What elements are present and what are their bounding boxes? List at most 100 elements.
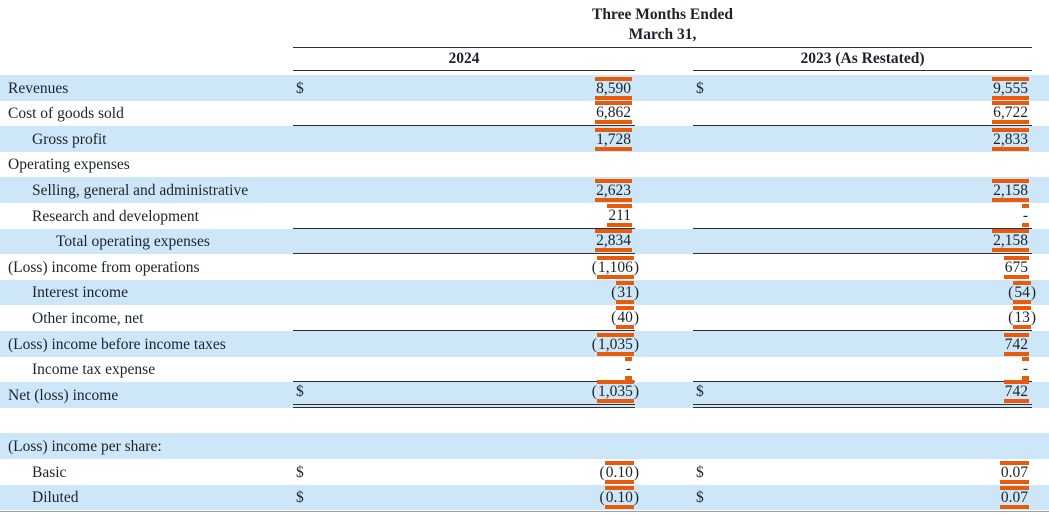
change-highlight-mark: 211: [608, 206, 631, 224]
amount-cell-2023: 6,722: [693, 101, 1032, 127]
change-highlight-mark: 2,833: [993, 130, 1028, 148]
amount-value: 0.07: [1000, 464, 1029, 481]
currency-symbol: $: [296, 489, 304, 507]
amount-cell-2024: 211: [293, 203, 635, 229]
row-label: Revenues: [8, 79, 69, 97]
row-label: (Loss) income per share:: [8, 437, 162, 455]
amount-cell-2024: 2,834: [293, 229, 635, 255]
amount-value: (1,035): [591, 382, 639, 400]
amount-value: 6,862: [595, 104, 632, 121]
amount-cell-2023: 742: [693, 331, 1032, 357]
column-header-2023: 2023 (As Restated): [693, 48, 1032, 71]
change-highlight-mark: 0.10: [605, 489, 633, 507]
change-highlight-mark: 1,106: [597, 258, 633, 276]
amount-value: (13): [1008, 308, 1036, 326]
row-label: Basic: [32, 463, 67, 481]
table-row: Revenues $8,590 $9,555: [0, 75, 1049, 101]
table-row: Total operating expenses 2,834 2,158: [0, 228, 1049, 255]
change-highlight-mark: 2,623: [596, 181, 631, 199]
amount-cell-2024: 6,862: [293, 101, 635, 127]
amount-cell-2024: $ (0.10): [293, 485, 639, 511]
change-highlight-mark: -: [1022, 360, 1028, 378]
right-margin: [1032, 101, 1049, 127]
amount-value: (31): [611, 284, 639, 302]
right-margin: [1032, 459, 1049, 485]
amount-value: 742: [1004, 383, 1029, 400]
amount-cell-2023: 2,158: [693, 229, 1032, 255]
row-label: Other income, net: [32, 309, 144, 327]
table-row: Basic $ (0.10) $0.07: [0, 459, 1049, 485]
spacer-row: [0, 408, 1049, 434]
table-row: Diluted $ (0.10) $0.07: [0, 484, 1049, 511]
change-highlight-mark: 742: [1004, 382, 1028, 400]
table-row: (Loss) income per share:: [0, 433, 1049, 459]
table-row: Other income, net (40) (13): [0, 305, 1049, 331]
column-gap: [635, 48, 693, 71]
amount-value: 2,834: [595, 232, 632, 249]
amount-cell-2023: [693, 433, 1032, 459]
row-label: Interest income: [32, 284, 128, 302]
table-row: Cost of goods sold 6,862 6,722: [0, 101, 1049, 127]
table-row: Income tax expense - -: [0, 357, 1049, 383]
change-highlight-mark: 742: [1004, 335, 1028, 353]
table-row: (Loss) income from operations (1,106) 675: [0, 254, 1049, 280]
currency-symbol: $: [696, 463, 704, 481]
row-label: Net (loss) income: [8, 386, 119, 404]
change-highlight-mark: 6,722: [993, 104, 1028, 122]
currency-symbol: $: [296, 463, 304, 481]
currency-symbol: $: [296, 382, 304, 400]
row-label: Diluted: [32, 489, 79, 507]
table-row: Gross profit 1,728 2,833: [0, 126, 1049, 152]
right-margin: [1032, 254, 1049, 280]
column-gap: [635, 382, 693, 408]
amount-cell-2023: $0.07: [693, 485, 1032, 511]
right-margin: [1032, 382, 1049, 408]
right-margin: [1032, 126, 1049, 152]
amount-cell-2023: -: [693, 203, 1032, 229]
amount-value: (0.10): [599, 489, 639, 507]
change-highlight-mark: -: [625, 360, 631, 378]
amount-cell-2024: $ (1,035): [293, 382, 639, 408]
column-gap: [635, 459, 693, 485]
column-header-spacer: [0, 48, 293, 71]
amount-value: 1,728: [595, 131, 632, 148]
column-gap: [635, 485, 693, 511]
amount-cell-2023: (13): [693, 305, 1036, 331]
change-highlight-mark: 13: [1014, 308, 1030, 326]
right-margin: [1032, 331, 1049, 357]
amount-value: (1,106): [591, 258, 639, 276]
table-row: (Loss) income before income taxes (1,035)…: [0, 330, 1049, 357]
right-margin: [1032, 177, 1049, 203]
right-margin: [1032, 203, 1049, 229]
amount-cell-2023: 2,833: [693, 126, 1032, 152]
amount-value: -: [625, 360, 632, 377]
table-row: Net (loss) income $ (1,035) $742: [0, 382, 1049, 408]
right-margin: [1032, 229, 1049, 255]
column-gap: [635, 331, 693, 357]
amount-value: 2,833: [992, 131, 1029, 148]
change-highlight-mark: 2,158: [993, 232, 1028, 250]
amount-cell-2023: $9,555: [693, 75, 1032, 101]
amount-cell-2024: (1,035): [293, 331, 639, 357]
right-margin: [1032, 305, 1049, 331]
amount-cell-2024: 2,623: [293, 177, 635, 203]
column-gap: [635, 357, 693, 383]
right-margin: [1032, 357, 1049, 383]
column-gap: [635, 280, 693, 306]
amount-cell-2023: $0.07: [693, 459, 1032, 485]
amount-value: 2,623: [595, 182, 632, 199]
amount-cell-2024: $8,590: [293, 75, 635, 101]
right-margin: [1032, 433, 1049, 459]
right-margin: [1032, 280, 1049, 306]
right-margin: [1032, 48, 1049, 71]
currency-symbol: $: [696, 382, 704, 400]
column-gap: [635, 305, 693, 331]
amount-value: -: [1022, 207, 1029, 224]
row-label: (Loss) income from operations: [8, 258, 200, 276]
amount-cell-2024: [293, 433, 635, 459]
change-highlight-mark: 2,834: [596, 232, 631, 250]
amount-value: 0.07: [1000, 489, 1029, 506]
amount-value: 9,555: [992, 80, 1029, 97]
amount-cell-2023: 675: [693, 254, 1032, 280]
